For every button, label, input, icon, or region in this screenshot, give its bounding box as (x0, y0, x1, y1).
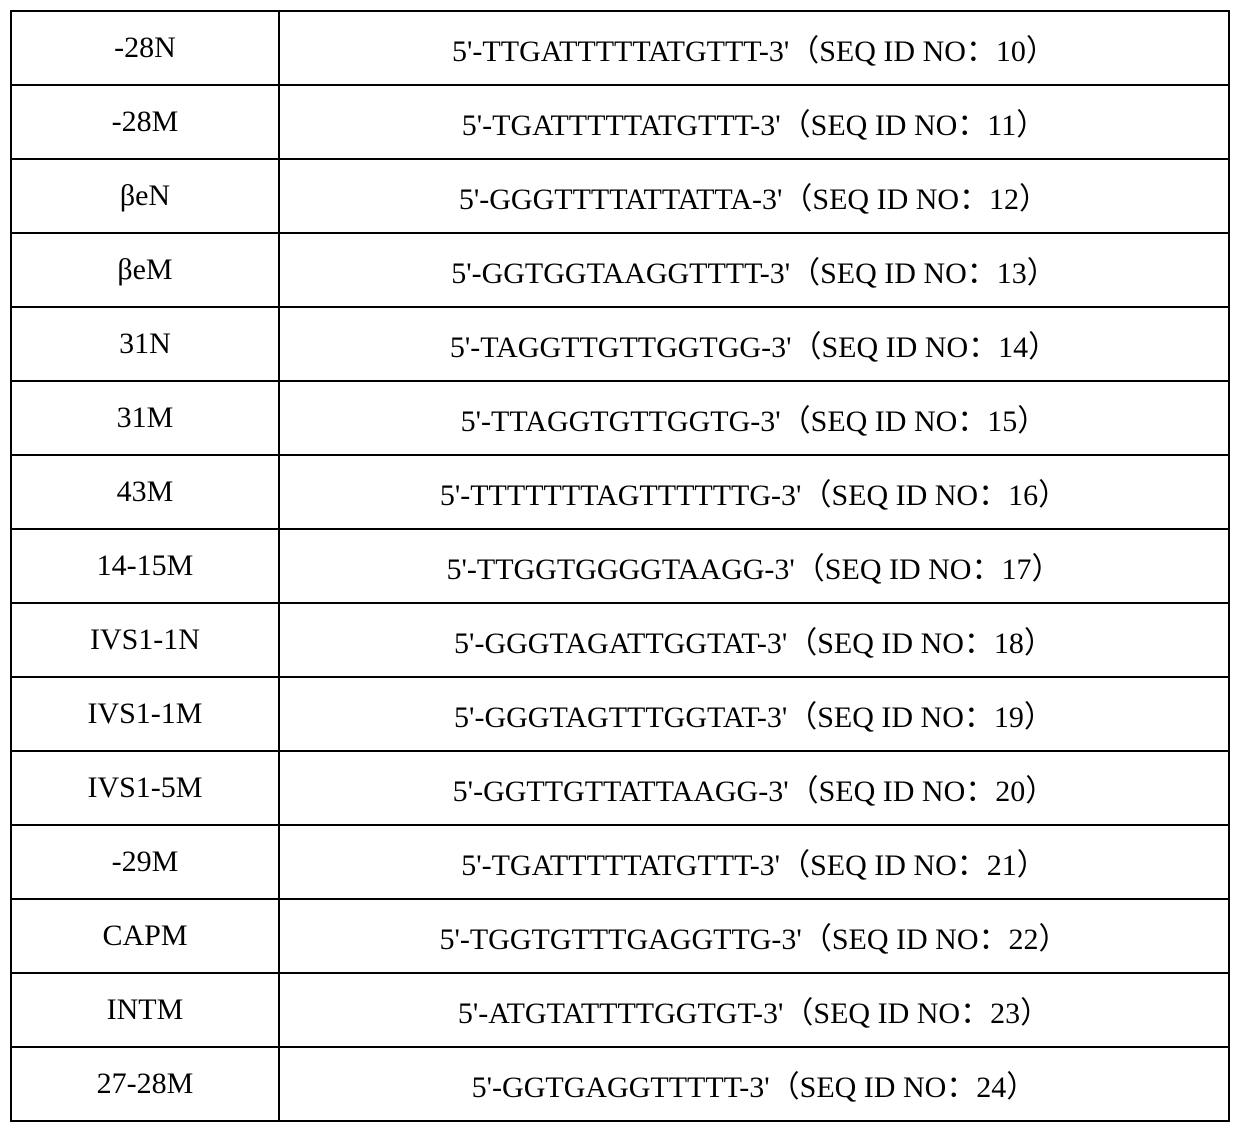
sequence-value-cell: 5'-GGGTAGTTTGGTAT-3'（SEQ ID NO：19） (279, 677, 1229, 751)
sequence-value-cell: 5'-TGGTGTTTGAGGTTG-3'（SEQ ID NO：22） (279, 899, 1229, 973)
sequence-label-cell: 31M (11, 381, 279, 455)
table-row: INTM5'-ATGTATTTTGGTGT-3'（SEQ ID NO：23） (11, 973, 1229, 1047)
sequence-value-cell: 5'-GGGTTTTATTATTA-3'（SEQ ID NO：12） (279, 159, 1229, 233)
table-row: βeN5'-GGGTTTTATTATTA-3'（SEQ ID NO：12） (11, 159, 1229, 233)
sequence-label-cell: INTM (11, 973, 279, 1047)
table-row: -28N5'-TTGATTTTTATGTTT-3'（SEQ ID NO：10） (11, 11, 1229, 85)
sequence-label-cell: -29M (11, 825, 279, 899)
sequence-value-cell: 5'-GGGTAGATTGGTAT-3'（SEQ ID NO：18） (279, 603, 1229, 677)
sequence-label-cell: IVS1-5M (11, 751, 279, 825)
sequence-label-cell: 43M (11, 455, 279, 529)
table-row: -28M5'-TGATTTTTATGTTT-3'（SEQ ID NO：11） (11, 85, 1229, 159)
sequence-label-cell: -28N (11, 11, 279, 85)
sequence-value-cell: 5'-TTGATTTTTATGTTT-3'（SEQ ID NO：10） (279, 11, 1229, 85)
table-row: 31M5'-TTAGGTGTTGGTG-3'（SEQ ID NO：15） (11, 381, 1229, 455)
sequence-value-cell: 5'-TTTTTTTAGTTTTTTG-3'（SEQ ID NO：16） (279, 455, 1229, 529)
table-row: -29M5'-TGATTTTTATGTTT-3'（SEQ ID NO：21） (11, 825, 1229, 899)
sequence-value-cell: 5'-TAGGTTGTTGGTGG-3'（SEQ ID NO：14） (279, 307, 1229, 381)
table-row: IVS1-5M5'-GGTTGTTATTAAGG-3'（SEQ ID NO：20… (11, 751, 1229, 825)
sequence-value-cell: 5'-GGTGAGGTTTTT-3'（SEQ ID NO：24） (279, 1047, 1229, 1121)
sequence-label-cell: CAPM (11, 899, 279, 973)
table-row: 14-15M5'-TTGGTGGGGTAAGG-3'（SEQ ID NO：17） (11, 529, 1229, 603)
sequence-label-cell: -28M (11, 85, 279, 159)
sequence-value-cell: 5'-TTGGTGGGGTAAGG-3'（SEQ ID NO：17） (279, 529, 1229, 603)
table-body: -28N5'-TTGATTTTTATGTTT-3'（SEQ ID NO：10）-… (11, 11, 1229, 1121)
sequence-label-cell: IVS1-1N (11, 603, 279, 677)
sequence-value-cell: 5'-TGATTTTTATGTTT-3'（SEQ ID NO：11） (279, 85, 1229, 159)
sequence-value-cell: 5'-GGTGGTAAGGTTTT-3'（SEQ ID NO：13） (279, 233, 1229, 307)
sequence-label-cell: βeM (11, 233, 279, 307)
sequence-value-cell: 5'-TTAGGTGTTGGTG-3'（SEQ ID NO：15） (279, 381, 1229, 455)
table-row: IVS1-1M5'-GGGTAGTTTGGTAT-3'（SEQ ID NO：19… (11, 677, 1229, 751)
table-row: 31N5'-TAGGTTGTTGGTGG-3'（SEQ ID NO：14） (11, 307, 1229, 381)
sequence-label-cell: 27-28M (11, 1047, 279, 1121)
sequence-label-cell: βeN (11, 159, 279, 233)
table-row: CAPM5'-TGGTGTTTGAGGTTG-3'（SEQ ID NO：22） (11, 899, 1229, 973)
table-row: 27-28M5'-GGTGAGGTTTTT-3'（SEQ ID NO：24） (11, 1047, 1229, 1121)
sequence-label-cell: IVS1-1M (11, 677, 279, 751)
table-row: βeM5'-GGTGGTAAGGTTTT-3'（SEQ ID NO：13） (11, 233, 1229, 307)
sequence-label-cell: 31N (11, 307, 279, 381)
sequence-value-cell: 5'-ATGTATTTTGGTGT-3'（SEQ ID NO：23） (279, 973, 1229, 1047)
sequence-label-cell: 14-15M (11, 529, 279, 603)
sequence-value-cell: 5'-TGATTTTTATGTTT-3'（SEQ ID NO：21） (279, 825, 1229, 899)
table-row: 43M5'-TTTTTTTAGTTTTTTG-3'（SEQ ID NO：16） (11, 455, 1229, 529)
table-row: IVS1-1N5'-GGGTAGATTGGTAT-3'（SEQ ID NO：18… (11, 603, 1229, 677)
sequence-table: -28N5'-TTGATTTTTATGTTT-3'（SEQ ID NO：10）-… (10, 10, 1230, 1122)
sequence-value-cell: 5'-GGTTGTTATTAAGG-3'（SEQ ID NO：20） (279, 751, 1229, 825)
